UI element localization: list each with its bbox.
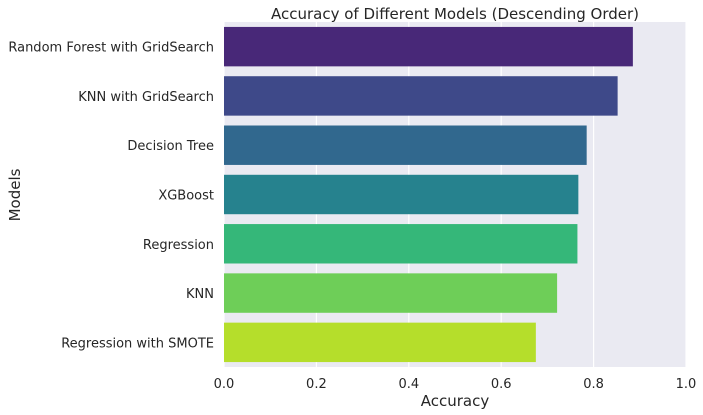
x-axis-label: Accuracy xyxy=(421,392,490,410)
bar xyxy=(224,174,579,215)
bar xyxy=(224,76,618,116)
y-tick-label: XGBoost xyxy=(158,189,214,204)
x-tick-label: 1.0 xyxy=(676,377,697,392)
x-tick-labels: 0.0 0.2 0.4 0.6 0.8 1.0 xyxy=(214,377,697,392)
x-tick-label: 0.8 xyxy=(583,377,604,392)
x-tick-label: 0.4 xyxy=(398,377,419,392)
bar xyxy=(224,273,558,313)
bar xyxy=(224,224,578,264)
y-tick-label: Random Forest with GridSearch xyxy=(8,41,214,56)
y-tick-label: Regression xyxy=(143,238,214,253)
bar xyxy=(224,125,587,165)
bars xyxy=(224,26,633,363)
x-tick-label: 0.6 xyxy=(491,377,512,392)
y-tick-labels: Random Forest with GridSearch KNN with Gr… xyxy=(8,41,214,352)
y-axis-label: Models xyxy=(6,168,24,221)
y-tick-label: KNN xyxy=(186,287,214,302)
chart-title: Accuracy of Different Models (Descending… xyxy=(271,5,639,23)
x-tick-label: 0.2 xyxy=(306,377,327,392)
x-tick-label: 0.0 xyxy=(214,377,235,392)
y-tick-label: Decision Tree xyxy=(127,139,214,154)
bar xyxy=(224,322,536,363)
y-tick-label: KNN with GridSearch xyxy=(78,90,214,105)
y-tick-label: Regression with SMOTE xyxy=(61,336,214,351)
bar xyxy=(224,26,633,67)
